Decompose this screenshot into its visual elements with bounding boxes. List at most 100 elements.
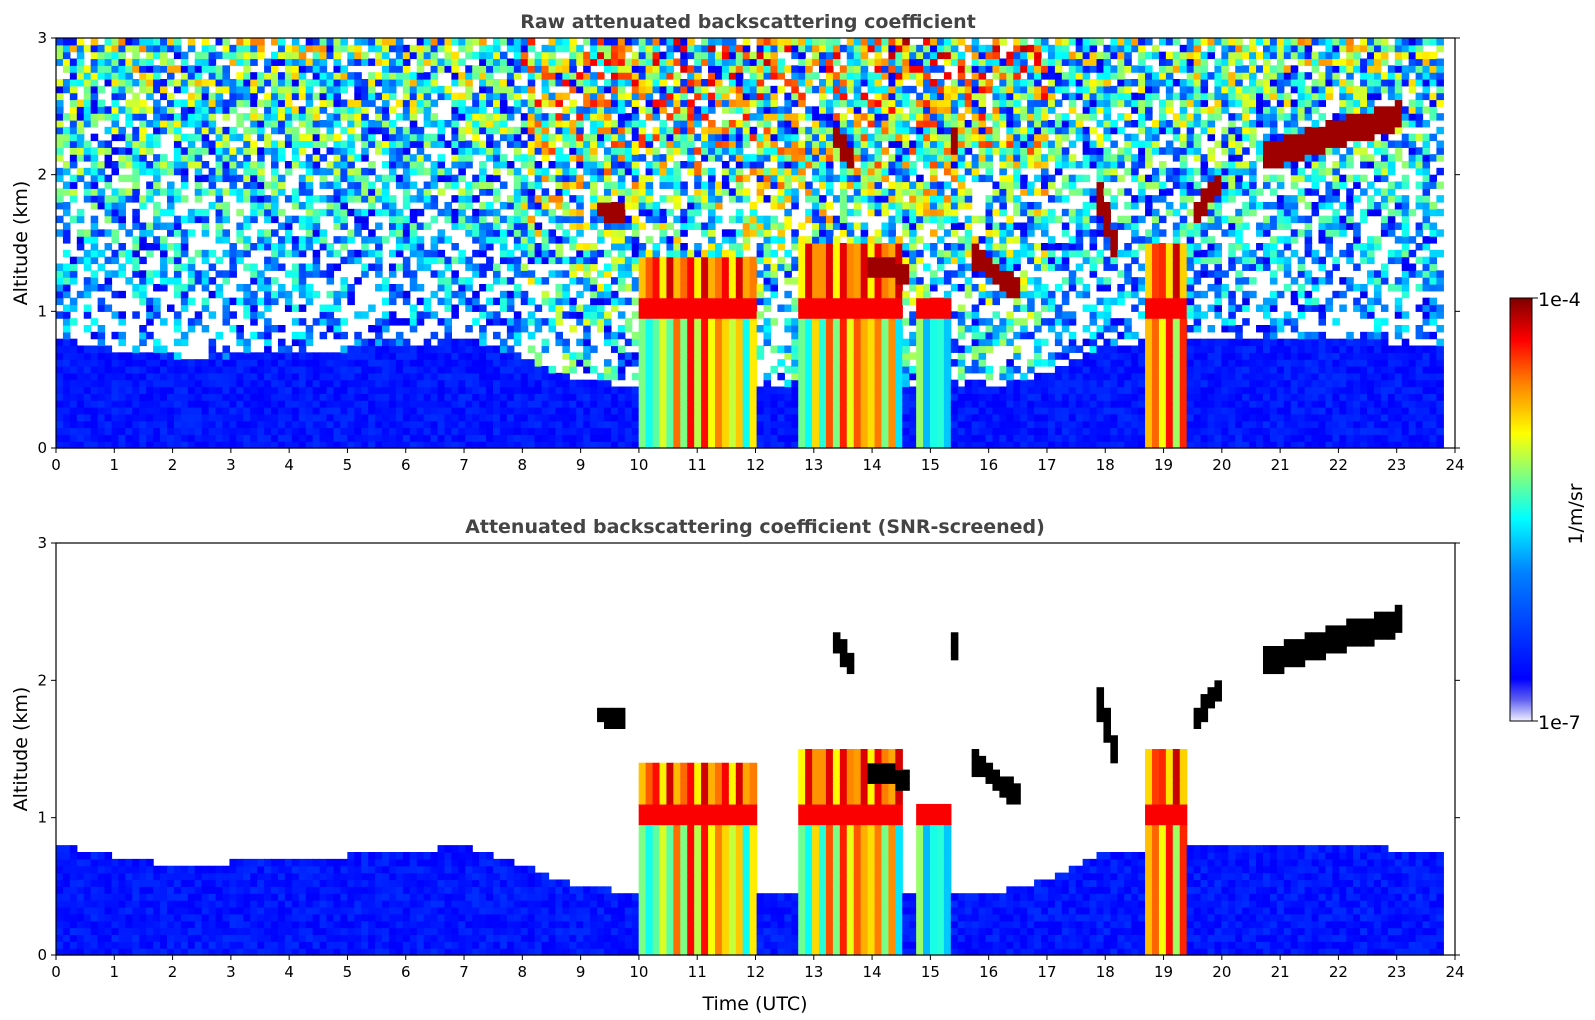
heatmap-cell bbox=[111, 386, 120, 394]
heatmap-cell bbox=[541, 133, 550, 142]
heatmap-cell bbox=[354, 113, 362, 121]
heatmap-cell bbox=[382, 140, 390, 148]
heatmap-cell bbox=[513, 331, 522, 340]
heatmap-cell bbox=[659, 85, 668, 94]
heatmap-cell bbox=[687, 386, 695, 394]
heatmap-cell bbox=[798, 113, 806, 121]
heatmap-cell bbox=[583, 106, 591, 114]
heatmap-cell bbox=[617, 331, 626, 340]
heatmap-cell bbox=[493, 270, 501, 278]
heatmap-cell bbox=[486, 126, 494, 135]
heatmap-cell bbox=[791, 366, 799, 374]
heatmap-cell bbox=[499, 304, 508, 312]
heatmap-cell bbox=[520, 65, 529, 73]
heatmap-cell bbox=[645, 113, 654, 121]
heatmap-cell bbox=[486, 413, 494, 422]
heatmap-cell bbox=[666, 372, 674, 381]
heatmap-cell bbox=[458, 38, 466, 46]
heatmap-cell bbox=[423, 427, 432, 435]
heatmap-cell bbox=[430, 161, 439, 169]
heatmap-cell bbox=[132, 311, 140, 319]
heatmap-cell bbox=[590, 133, 598, 142]
heatmap-cell bbox=[590, 126, 598, 135]
heatmap-cell bbox=[749, 99, 758, 107]
heatmap-cell bbox=[590, 51, 598, 60]
heatmap-cell bbox=[153, 167, 161, 176]
heatmap-cell bbox=[271, 263, 279, 271]
heatmap-cell bbox=[583, 113, 591, 121]
heatmap-cell bbox=[361, 249, 369, 258]
heatmap-cell bbox=[666, 290, 674, 299]
heatmap-cell bbox=[465, 44, 473, 53]
heatmap-cell bbox=[465, 304, 473, 312]
heatmap-cell bbox=[583, 352, 591, 360]
heatmap-cell bbox=[687, 359, 695, 367]
heatmap-cell bbox=[770, 106, 779, 114]
heatmap-cell bbox=[604, 270, 612, 278]
heatmap-cell bbox=[506, 161, 515, 169]
heatmap-cell bbox=[701, 256, 709, 265]
heatmap-cell bbox=[791, 92, 799, 101]
heatmap-cell bbox=[728, 290, 737, 299]
heatmap-cell bbox=[340, 345, 348, 353]
heatmap-cell bbox=[201, 297, 210, 306]
heatmap-cell bbox=[69, 65, 78, 73]
heatmap-cell bbox=[499, 161, 508, 169]
heatmap-cell bbox=[493, 413, 501, 422]
heatmap-cell bbox=[437, 400, 446, 408]
heatmap-cell bbox=[395, 154, 404, 162]
heatmap-cell bbox=[319, 154, 328, 162]
heatmap-cell bbox=[610, 434, 619, 442]
heatmap-cell bbox=[472, 65, 480, 73]
heatmap-cell bbox=[714, 202, 723, 210]
heatmap-cell bbox=[756, 407, 765, 415]
heatmap-cell bbox=[201, 174, 210, 183]
heatmap-cell bbox=[146, 195, 154, 203]
heatmap-cell bbox=[610, 208, 619, 217]
heatmap-cell bbox=[277, 434, 286, 442]
heatmap-cell bbox=[215, 126, 224, 135]
heatmap-cell bbox=[291, 379, 300, 388]
heatmap-cell bbox=[555, 58, 563, 66]
heatmap-cell bbox=[465, 202, 473, 210]
heatmap-cell bbox=[111, 161, 120, 169]
heatmap-cell bbox=[534, 202, 543, 210]
heatmap-cell bbox=[236, 133, 244, 142]
heatmap-cell bbox=[409, 181, 418, 189]
heatmap-cell bbox=[291, 154, 300, 162]
heatmap-cell bbox=[187, 161, 196, 169]
heatmap-cell bbox=[125, 120, 133, 128]
heatmap-cell bbox=[430, 256, 439, 265]
heatmap-cell bbox=[180, 99, 189, 107]
heatmap-cell bbox=[617, 161, 626, 169]
heatmap-cell bbox=[160, 208, 168, 217]
heatmap-cell bbox=[555, 413, 563, 422]
heatmap-cell bbox=[326, 270, 335, 278]
heatmap-cell bbox=[555, 297, 563, 306]
heatmap-cell bbox=[728, 407, 737, 415]
heatmap-cell bbox=[194, 441, 203, 449]
heatmap-cell bbox=[284, 413, 293, 422]
heatmap-cell bbox=[382, 99, 390, 107]
heatmap-cell bbox=[187, 65, 196, 73]
heatmap-cell bbox=[444, 181, 452, 189]
heatmap-cell bbox=[499, 120, 508, 128]
heatmap-cell bbox=[160, 359, 168, 367]
heatmap-cell bbox=[97, 386, 106, 394]
heatmap-cell bbox=[548, 195, 557, 203]
heatmap-cell bbox=[423, 352, 432, 360]
heatmap-cell bbox=[326, 263, 335, 271]
heatmap-cell bbox=[153, 400, 161, 408]
heatmap-cell bbox=[305, 290, 314, 299]
heatmap-cell bbox=[416, 126, 425, 135]
heatmap-cell bbox=[534, 126, 543, 135]
heatmap-cell bbox=[735, 386, 744, 394]
heatmap-cell bbox=[229, 181, 237, 189]
heatmap-cell bbox=[437, 366, 446, 374]
heatmap-cell bbox=[222, 434, 231, 442]
heatmap-cell bbox=[742, 140, 751, 148]
heatmap-cell bbox=[458, 366, 466, 374]
heatmap-cell bbox=[305, 161, 314, 169]
heatmap-cell bbox=[125, 386, 133, 394]
heatmap-cell bbox=[423, 188, 432, 196]
